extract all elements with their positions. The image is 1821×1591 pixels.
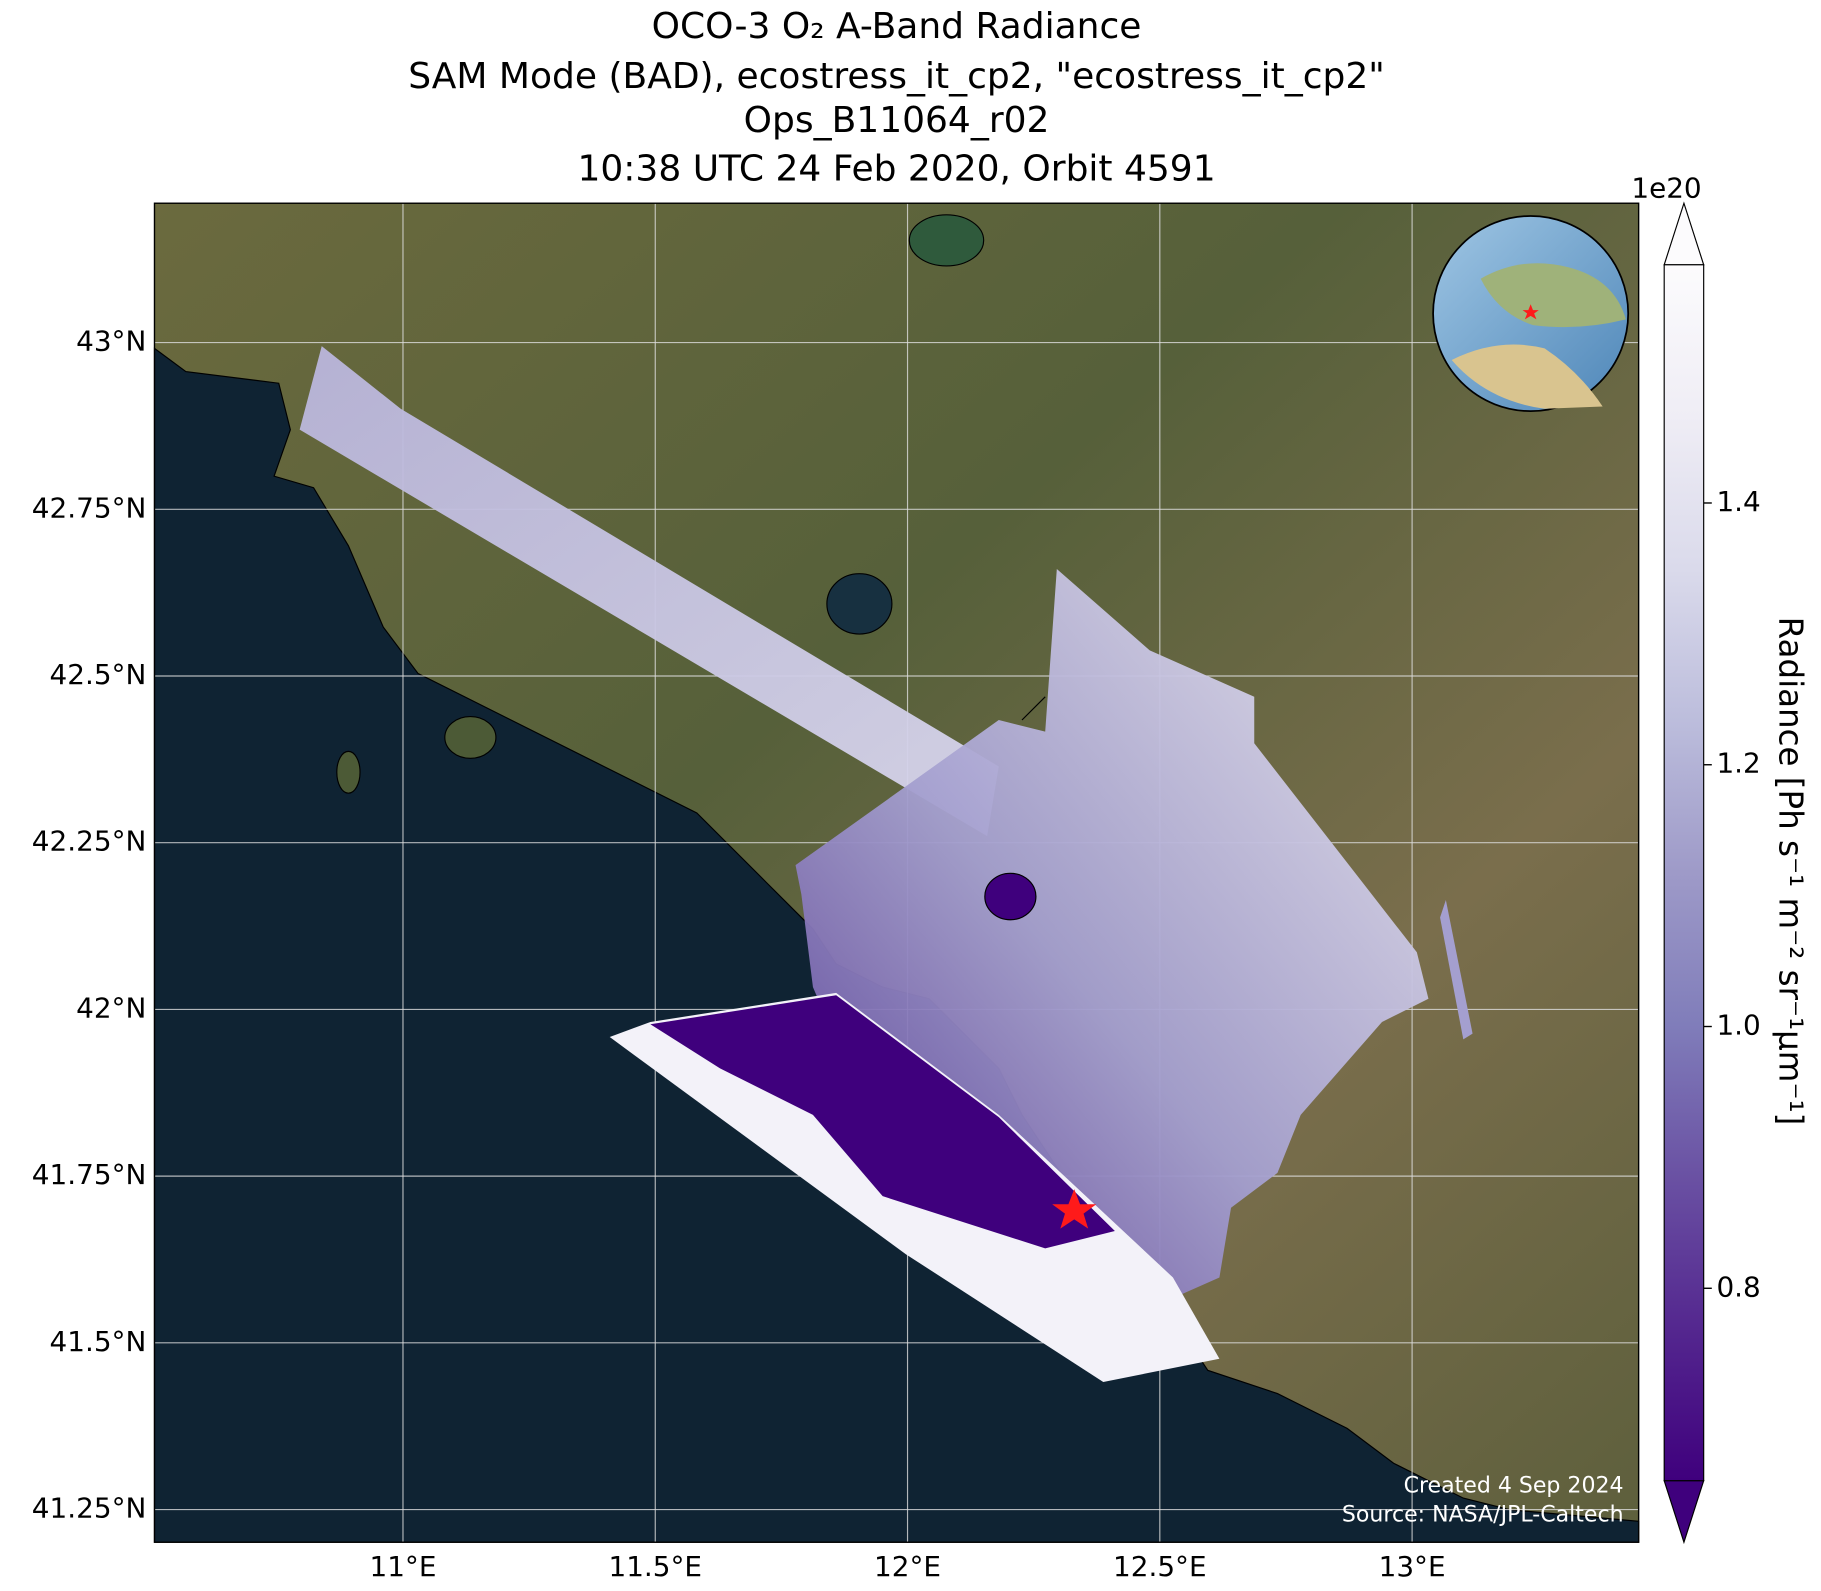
y-tick-label: 41.5°N	[50, 1325, 147, 1358]
title-line: 10:38 UTC 24 Feb 2020, Orbit 4591	[578, 149, 1216, 190]
globe-inset	[1432, 215, 1630, 412]
x-tick-label: 11.5°E	[608, 1550, 702, 1583]
y-tick-label: 42.75°N	[32, 491, 147, 524]
x-tick-label: 12°E	[874, 1550, 941, 1583]
colorbar: 1e20 Radiance [Ph s⁻¹ m⁻² sr⁻¹μm⁻¹] 0.8 1…	[1631, 171, 1809, 1545]
axis-ticks: 11°E 11.5°E 12°E 12.5°E 13°E 41.25°N 41.5°N 41.…	[32, 325, 1446, 1583]
x-tick-label: 12.5°E	[1113, 1550, 1207, 1583]
globe-land	[1451, 344, 1603, 409]
title-line: OCO-3 O₂ A-Band Radiance	[652, 6, 1142, 47]
coast-detail	[1021, 696, 1046, 721]
y-tick-label: 41.75°N	[32, 1158, 147, 1191]
swath-fragment	[1440, 900, 1473, 1040]
lake	[908, 214, 985, 267]
credits: Created 4 Sep 2024 Source: NASA/JPL-Calt…	[1342, 1473, 1624, 1527]
colorbar-tick-label: 1.4	[1716, 485, 1760, 518]
colorbar-body	[1663, 264, 1705, 1482]
colorbar-tick-label: 1.2	[1716, 747, 1760, 780]
credit-line: Source: NASA/JPL-Caltech	[1342, 1503, 1624, 1528]
colorbar-extend-min	[1663, 1480, 1705, 1545]
swath-strip	[299, 346, 999, 837]
x-tick-label: 11°E	[369, 1550, 436, 1583]
title-line: SAM Mode (BAD), ecostress_it_cp2, "ecost…	[408, 56, 1385, 97]
colorbar-label: Radiance [Ph s⁻¹ m⁻² sr⁻¹μm⁻¹]	[1771, 617, 1809, 1126]
y-tick-label: 42.5°N	[50, 658, 147, 691]
swath	[299, 346, 1473, 1382]
target-marker	[1052, 1189, 1097, 1229]
y-tick-label: 42.25°N	[32, 825, 147, 858]
colorbar-tick-label: 0.8	[1716, 1270, 1760, 1303]
colorbar-tick-label: 1.0	[1716, 1009, 1760, 1042]
swath-dark	[650, 995, 1115, 1249]
title-line: Ops_B11064_r02	[744, 100, 1050, 141]
y-tick-label: 41.25°N	[32, 1492, 147, 1525]
credit-line: Created 4 Sep 2024	[1404, 1473, 1624, 1498]
globe-land	[1480, 263, 1626, 328]
island	[444, 715, 497, 759]
lake	[826, 573, 893, 635]
y-tick-label: 43°N	[76, 325, 146, 358]
colorbar-extend-max	[1663, 201, 1705, 266]
island	[336, 750, 361, 794]
title: OCO-3 O₂ A-Band Radiance SAM Mode (BAD),…	[408, 6, 1385, 190]
x-tick-label: 13°E	[1379, 1550, 1446, 1583]
globe-marker	[1522, 304, 1539, 320]
map-frame	[153, 202, 1640, 1543]
lake-bracciano	[984, 872, 1037, 921]
y-tick-label: 42°N	[76, 991, 146, 1024]
colorbar-exponent: 1e20	[1631, 171, 1701, 204]
